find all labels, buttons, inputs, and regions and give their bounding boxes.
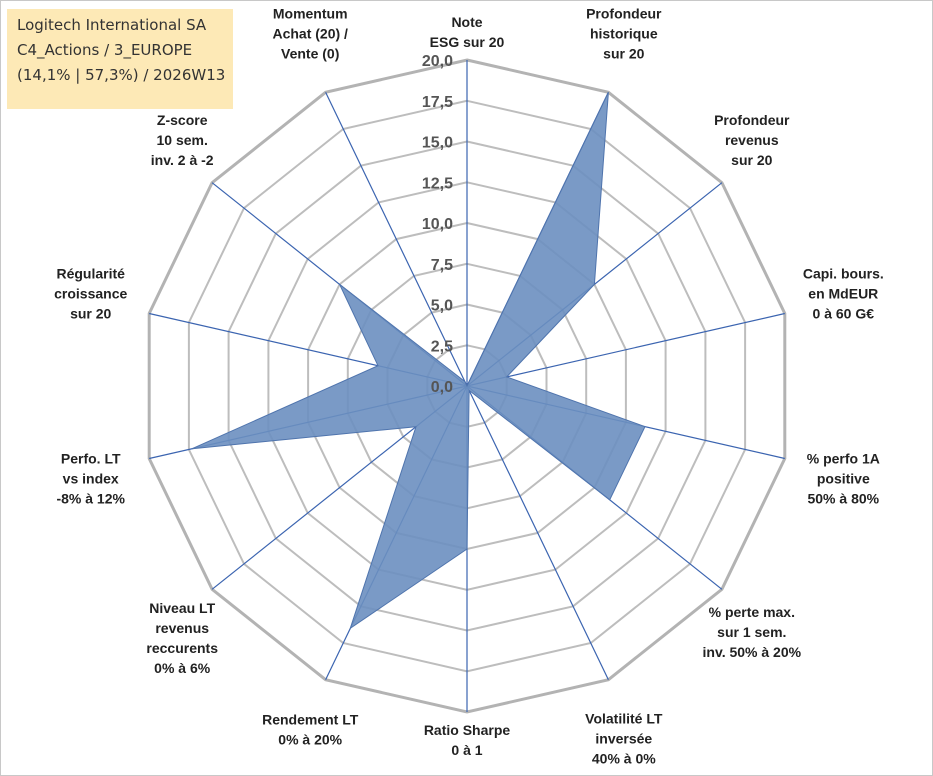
- tick-label: 7,5: [431, 257, 453, 274]
- tick-label: 17,5: [422, 94, 453, 111]
- axis-label: Profondeur historique sur 20: [586, 5, 662, 61]
- axis-spoke: [466, 312, 785, 387]
- axis-labels: Note ESG sur 20 Profondeur historique sur 20…: [54, 5, 884, 766]
- axis-label: % perte max. sur 1 sem. inv. 50% à 20%: [703, 604, 802, 660]
- company-name: Logitech International SA: [17, 16, 207, 34]
- axis-label: Volatilité LT inversée 40% à 0%: [585, 711, 663, 767]
- tick-label: 12,5: [422, 175, 453, 192]
- chart-title-box: Logitech International SA C4_Actions / 3…: [7, 9, 233, 109]
- category-path: C4_Actions / 3_EUROPE: [17, 41, 193, 59]
- tick-label: 0,0: [431, 379, 453, 396]
- axis-label: Niveau LT revenus reccurents 0% à 6%: [146, 600, 218, 676]
- axis-label: Perfo. LT vs index -8% à 12%: [56, 451, 125, 507]
- axis-label: Rendement LT 0% à 20%: [262, 712, 359, 748]
- axis-label: Régularité croissance sur 20: [54, 265, 127, 321]
- series-area: [191, 92, 646, 630]
- axis-label: Note ESG sur 20: [430, 14, 505, 50]
- tick-label: 15,0: [422, 135, 453, 152]
- axis-label: % perfo 1A positive 50% à 80%: [807, 451, 880, 507]
- axis-label: Capi. bours. en MdEUR 0 à 60 G€: [803, 265, 884, 321]
- axis-spoke: [466, 385, 609, 680]
- tick-label: 10,0: [422, 216, 453, 233]
- axis-label: Ratio Sharpe 0 à 1: [424, 722, 511, 758]
- stats-and-week: (14,1% | 57,3%) / 2026W13: [17, 66, 226, 84]
- axis-label: Profondeur revenus sur 20: [714, 112, 790, 168]
- axis-spoke: [325, 92, 468, 387]
- tick-label: 2,5: [431, 338, 453, 355]
- axis-label: Z-score 10 sem. inv. 2 à -2: [151, 112, 214, 168]
- tick-label: 5,0: [431, 298, 453, 315]
- radial-tick-labels: 0,0 2,5 5,0 7,5 10,0 12,5 15,0 17,5 20,0: [422, 53, 453, 396]
- data-series: [191, 92, 646, 630]
- tick-label: 20,0: [422, 53, 453, 70]
- axis-label: Momentum Achat (20) / Vente (0): [272, 5, 348, 61]
